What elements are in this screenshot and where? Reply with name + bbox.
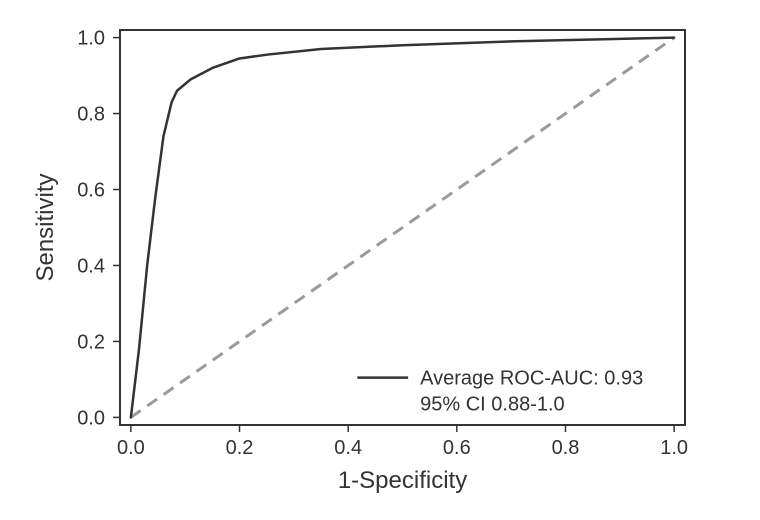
x-tick-label: 0.0 [117,437,145,459]
roc-chart-svg: 0.0 0.2 0.4 0.6 0.8 1.0 0.0 0.2 0.4 0.6 0.8 1.0 1-Sp… [0,0,760,520]
x-tick-label: 0.8 [552,437,580,459]
y-tick-label: 0.8 [77,104,105,126]
roc-chart: 0.0 0.2 0.4 0.6 0.8 1.0 0.0 0.2 0.4 0.6 0.8 1.0 1-Sp… [0,0,760,520]
y-tick-label: 1.0 [77,28,105,50]
y-tick-label: 0.2 [77,331,105,353]
x-tick-label: 1.0 [660,437,688,459]
chart-bg [0,0,760,520]
legend-line2: 95% CI 0.88-1.0 [420,394,565,416]
legend-line1: Average ROC-AUC: 0.93 [420,368,643,390]
x-axis-label: 1-Specificity [338,467,467,494]
x-tick-label: 0.6 [443,437,471,459]
y-axis-label: Sensitivity [32,173,59,281]
y-tick-label: 0.4 [77,255,105,277]
x-tick-label: 0.4 [334,437,362,459]
y-tick-label: 0.0 [77,407,105,429]
x-tick-label: 0.2 [226,437,254,459]
y-tick-label: 0.6 [77,180,105,202]
